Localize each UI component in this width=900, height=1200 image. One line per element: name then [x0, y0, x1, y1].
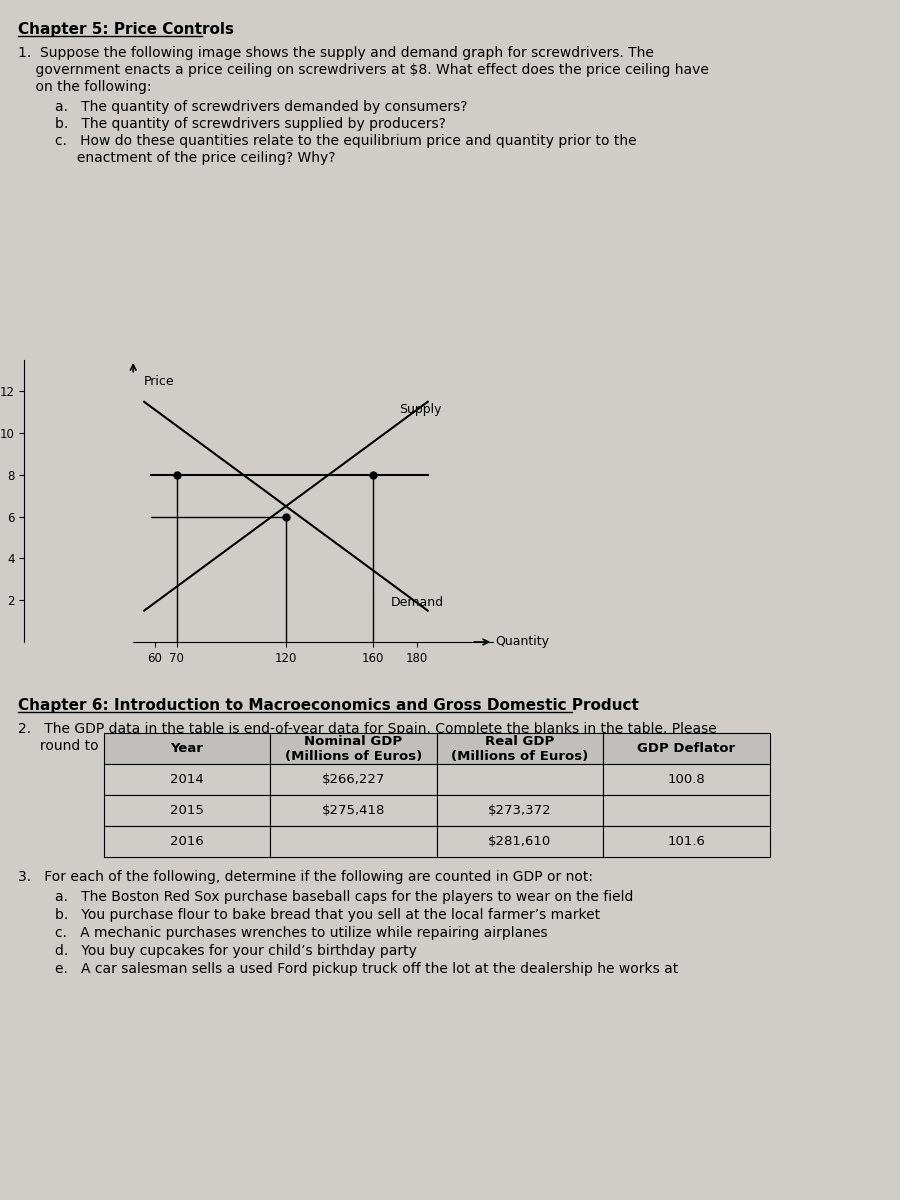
Text: b.   The quantity of screwdrivers supplied by producers?: b. The quantity of screwdrivers supplied…: [55, 116, 446, 131]
Text: Demand: Demand: [391, 596, 444, 610]
Text: round to 1 decimal place.: round to 1 decimal place.: [18, 739, 218, 754]
Text: Quantity: Quantity: [495, 636, 549, 648]
Text: Chapter 5: Price Controls: Chapter 5: Price Controls: [18, 22, 234, 37]
Text: 2.   The GDP data in the table is end-of-year data for Spain. Complete the blank: 2. The GDP data in the table is end-of-y…: [18, 722, 716, 736]
Text: government enacts a price ceiling on screwdrivers at $8. What effect does the pr: government enacts a price ceiling on scr…: [18, 62, 709, 77]
Text: Chapter 6: Introduction to Macroeconomics and Gross Domestic Product: Chapter 6: Introduction to Macroeconomic…: [18, 698, 639, 713]
Text: 3.   For each of the following, determine if the following are counted in GDP or: 3. For each of the following, determine …: [18, 870, 593, 884]
Text: d.   You buy cupcakes for your child’s birthday party: d. You buy cupcakes for your child’s bir…: [55, 944, 417, 958]
Text: Supply: Supply: [400, 403, 442, 416]
Text: c.   How do these quantities relate to the equilibrium price and quantity prior : c. How do these quantities relate to the…: [55, 134, 636, 148]
Text: on the following:: on the following:: [18, 80, 151, 94]
Text: c.   A mechanic purchases wrenches to utilize while repairing airplanes: c. A mechanic purchases wrenches to util…: [55, 926, 547, 940]
Text: enactment of the price ceiling? Why?: enactment of the price ceiling? Why?: [55, 151, 336, 164]
Text: Price: Price: [144, 374, 175, 388]
Text: b.   You purchase flour to bake bread that you sell at the local farmer’s market: b. You purchase flour to bake bread that…: [55, 908, 600, 922]
Text: 1.  Suppose the following image shows the supply and demand graph for screwdrive: 1. Suppose the following image shows the…: [18, 46, 654, 60]
Text: a.   The Boston Red Sox purchase baseball caps for the players to wear on the fi: a. The Boston Red Sox purchase baseball …: [55, 890, 634, 904]
Text: a.   The quantity of screwdrivers demanded by consumers?: a. The quantity of screwdrivers demanded…: [55, 100, 467, 114]
Text: e.   A car salesman sells a used Ford pickup truck off the lot at the dealership: e. A car salesman sells a used Ford pick…: [55, 962, 679, 976]
